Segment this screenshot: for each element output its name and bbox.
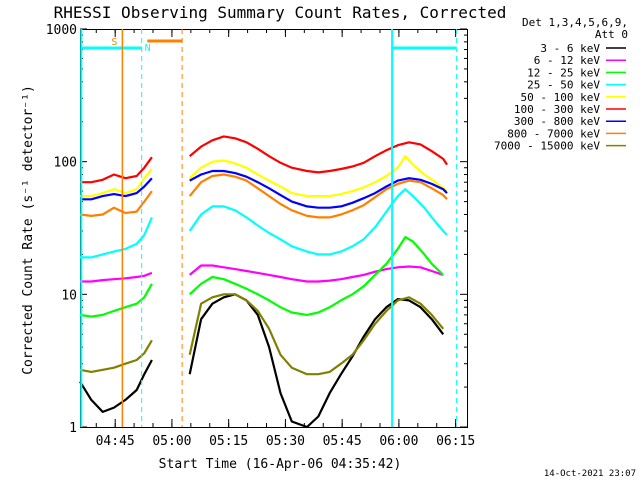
legend-label: 800 - 7000 keV: [507, 127, 600, 140]
series-line-3: [188, 188, 448, 256]
series-line-7: [188, 173, 448, 219]
marker-label-s: S: [111, 37, 117, 48]
series-line-4: [80, 168, 153, 198]
x-tick-label: 05:15: [209, 434, 248, 449]
series-line-6: [189, 169, 448, 209]
series-line-6: [80, 177, 153, 201]
series-line-4: [188, 155, 448, 198]
series-line-2: [188, 236, 444, 316]
series-line-7: [79, 190, 153, 217]
series-line-5: [188, 135, 448, 174]
y-tick-label: 100: [54, 156, 77, 171]
x-tick-label: 04:45: [96, 434, 135, 449]
x-tick-label: 06:00: [379, 434, 418, 449]
y-axis-label: Corrected Count Rate (s⁻¹ detector⁻¹): [21, 85, 36, 375]
series-line-5: [80, 156, 153, 184]
legend-label: 3 - 6 keV: [540, 42, 600, 55]
series-line-1: [189, 264, 444, 283]
series-line-3: [80, 216, 153, 259]
series-line-8: [79, 339, 153, 373]
legend-label: 50 - 100 keV: [521, 91, 601, 104]
legend-header-line-2: Att 0: [595, 28, 628, 41]
legend-label: 6 - 12 keV: [534, 54, 601, 67]
marker-label-n: N: [145, 43, 151, 54]
y-tick-label: 1: [69, 421, 77, 436]
timestamp-footer: 14-Oct-2021 23:07: [544, 469, 636, 479]
x-axis-label: Start Time (16-Apr-06 04:35:42): [159, 457, 402, 472]
x-tick-label: 05:30: [266, 434, 305, 449]
legend-label: 25 - 50 keV: [527, 79, 600, 92]
x-tick-label: 05:00: [152, 434, 191, 449]
x-tick-label: 05:45: [323, 434, 362, 449]
y-tick-label: 10: [61, 288, 77, 303]
series-line-0: [79, 359, 153, 413]
legend-label: 100 - 300 keV: [514, 103, 600, 116]
legend-label: 12 - 25 keV: [527, 66, 600, 79]
y-tick-label: 1000: [46, 23, 77, 38]
series-line-0: [188, 293, 445, 429]
legend-label: 7000 - 15000 keV: [494, 140, 600, 153]
series-line-2: [79, 283, 153, 318]
legend-label: 300 - 800 keV: [514, 115, 600, 128]
series-line-8: [188, 293, 445, 376]
legend-header-line-1: Det 1,3,4,5,6,9,: [522, 16, 628, 29]
series-line-1: [80, 271, 153, 283]
x-tick-label: 06:15: [436, 434, 475, 449]
chart-title: RHESSI Observing Summary Count Rates, Co…: [54, 3, 507, 22]
